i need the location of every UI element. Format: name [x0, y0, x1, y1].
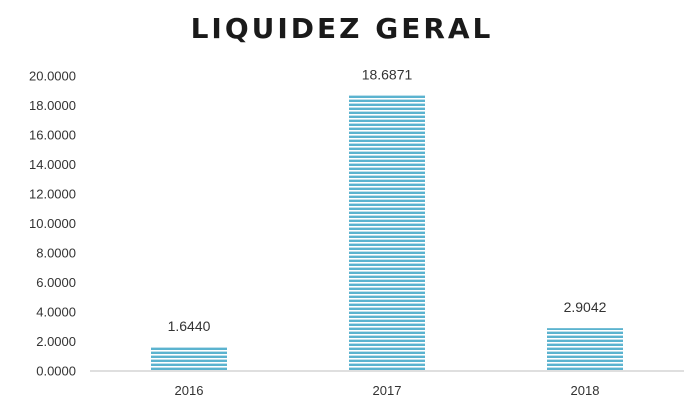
y-tick-label: 2.0000 — [36, 334, 76, 349]
x-tick-label: 2018 — [571, 383, 600, 398]
x-tick-label: 2016 — [175, 383, 204, 398]
data-label-2017: 18.6871 — [362, 66, 413, 82]
y-tick-label: 10.0000 — [29, 216, 76, 231]
y-axis-tick-labels: 0.0000 2.0000 4.0000 6.0000 8.0000 10.0000 12.… — [29, 69, 76, 379]
y-tick-label: 6.0000 — [36, 275, 76, 290]
bar-2017 — [349, 95, 425, 372]
data-label-2016: 1.6440 — [168, 318, 211, 334]
y-tick-label: 18.0000 — [29, 98, 76, 113]
y-tick-label: 16.0000 — [29, 128, 76, 143]
bars — [151, 95, 623, 372]
data-label-2018: 2.9042 — [564, 299, 607, 315]
y-tick-label: 20.0000 — [29, 69, 76, 84]
y-tick-label: 14.0000 — [29, 157, 76, 172]
y-tick-label: 0.0000 — [36, 364, 76, 379]
y-tick-label: 4.0000 — [36, 305, 76, 320]
y-tick-label: 12.0000 — [29, 187, 76, 202]
x-tick-label: 2017 — [373, 383, 402, 398]
y-tick-label: 8.0000 — [36, 246, 76, 261]
bar-2016 — [151, 346, 227, 371]
x-axis-tick-labels: 2016 2017 2018 — [175, 383, 600, 398]
bar-2018 — [547, 328, 623, 371]
data-labels: 1.6440 18.6871 2.9042 — [168, 66, 607, 333]
chart-title: LIQUIDEZ GERAL — [190, 12, 494, 45]
